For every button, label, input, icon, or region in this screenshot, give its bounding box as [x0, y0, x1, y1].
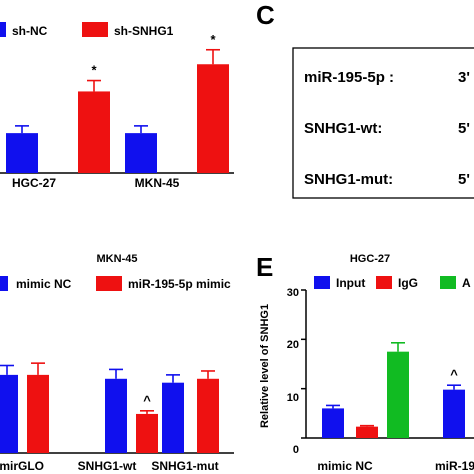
legend-swatch-mir-195-5p-mimic: [96, 276, 122, 291]
legend-label-mir-195-5p-mimic: miR-195-5p mimic: [128, 277, 231, 291]
x-tick-label-snhg1-mut: SNHG1-mut: [151, 459, 218, 473]
top-left-legend: sh-NC sh-SNHG1: [0, 22, 174, 38]
legend-swatch-sh-snhg1: [82, 22, 108, 37]
legend-label-input: Input: [336, 276, 365, 290]
legend-swatch-mimic-nc: [0, 276, 8, 291]
sequence-prime-snhg1-wt: 5': [458, 120, 470, 137]
bar-pmirglo-mimic-nc: [0, 374, 18, 453]
y-tick-label-0: 0: [293, 444, 299, 456]
bar-snhg1-wt-mir-195-5p-mimic: [136, 413, 158, 453]
annotation-mir-19-input: ^: [450, 367, 458, 382]
sequence-name-snhg1-wt: SNHG1-wt:: [304, 120, 382, 137]
bar-snhg1-mut-mimic-nc: [162, 382, 184, 453]
y-axis-label-relative-level-of-snhg1: Relative level of SNHG1: [259, 304, 271, 428]
y-tick-label-10: 10: [287, 392, 299, 404]
bar-mimic-nc-igg: [356, 426, 378, 438]
panel-label-e: E: [256, 252, 273, 282]
y-tick-label-30: 30: [287, 287, 299, 299]
legend-swatch-input: [314, 276, 330, 289]
bar-mkn-45-sh-nc: [125, 133, 157, 173]
bar-hgc-27-sh-nc: [6, 133, 38, 173]
bar-mir-19-input: [443, 389, 465, 438]
legend-label-mimic-nc: mimic NC: [16, 277, 72, 291]
sequence-name-snhg1-mut: SNHG1-mut:: [304, 171, 393, 188]
bar-snhg1-mut-mir-195-5p-mimic: [197, 378, 219, 453]
sequence-box: [292, 47, 474, 199]
bar-mimic-nc-a: [387, 351, 409, 438]
bar-mimic-nc-input: [322, 408, 344, 438]
bottom-left-legend: mimic NC miR-195-5p mimic: [0, 276, 231, 291]
legend-label-sh-snhg1: sh-SNHG1: [114, 24, 174, 38]
panel-label-c: C: [256, 0, 275, 30]
annotation-snhg1-wt-mir-195-5p-mimic: ^: [143, 393, 151, 408]
bar-snhg1-wt-mimic-nc: [105, 378, 127, 453]
bar-hgc-27-sh-snhg1: [78, 91, 110, 173]
chart-title-mkn-45: MKN-45: [97, 253, 138, 265]
sequence-prime-snhg1-mut: 5': [458, 171, 470, 188]
x-tick-label-mkn-45: MKN-45: [135, 176, 180, 190]
x-tick-label-pmirglo: pmirGLO: [0, 459, 44, 473]
panel-e-bar-chart: ^: [301, 289, 474, 439]
bar-mkn-45-sh-snhg1: [197, 64, 229, 173]
annotation-hgc-27-sh-snhg1: *: [91, 63, 97, 78]
legend-swatch-sh-nc: [0, 22, 6, 37]
chart-title-hgc-27: HGC-27: [350, 253, 390, 265]
annotation-mkn-45-sh-snhg1: *: [210, 32, 216, 47]
sequence-name-mir-195-5p: miR-195-5p :: [304, 69, 394, 86]
x-tick-label-mir-19: miR-19: [435, 459, 474, 473]
sequence-prime-mir-195-5p: 3': [458, 69, 470, 86]
x-tick-label-mimic-nc: mimic NC: [317, 459, 373, 473]
legend-label-sh-nc: sh-NC: [12, 24, 48, 38]
legend-swatch-a: [440, 276, 456, 289]
bottom-left-bar-chart: ^: [0, 362, 234, 454]
x-tick-label-hgc-27: HGC-27: [12, 176, 56, 190]
legend-label-igg: IgG: [398, 276, 418, 290]
y-tick-label-20: 20: [287, 339, 299, 351]
bar-pmirglo-mir-195-5p-mimic: [27, 374, 49, 453]
legend-label-a: A: [462, 276, 471, 290]
legend-swatch-igg: [376, 276, 392, 289]
top-left-bar-chart: **: [0, 32, 234, 174]
panel-e-legend: Input IgG A: [314, 276, 471, 290]
x-tick-label-snhg1-wt: SNHG1-wt: [78, 459, 137, 473]
